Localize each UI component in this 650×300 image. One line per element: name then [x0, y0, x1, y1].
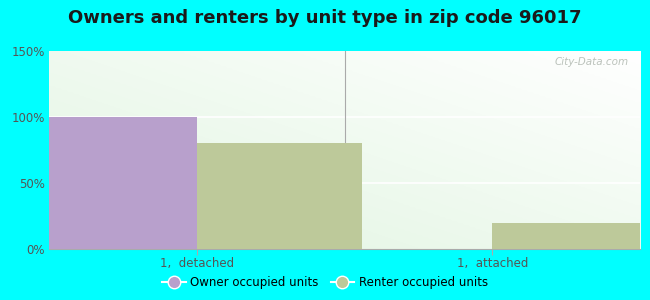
Text: City-Data.com: City-Data.com [554, 57, 629, 67]
Text: Owners and renters by unit type in zip code 96017: Owners and renters by unit type in zip c… [68, 9, 582, 27]
Bar [493, 223, 650, 249]
Legend: Owner occupied units, Renter occupied units: Owner occupied units, Renter occupied un… [157, 272, 493, 294]
Bar [31, 117, 196, 249]
Bar [196, 143, 362, 249]
